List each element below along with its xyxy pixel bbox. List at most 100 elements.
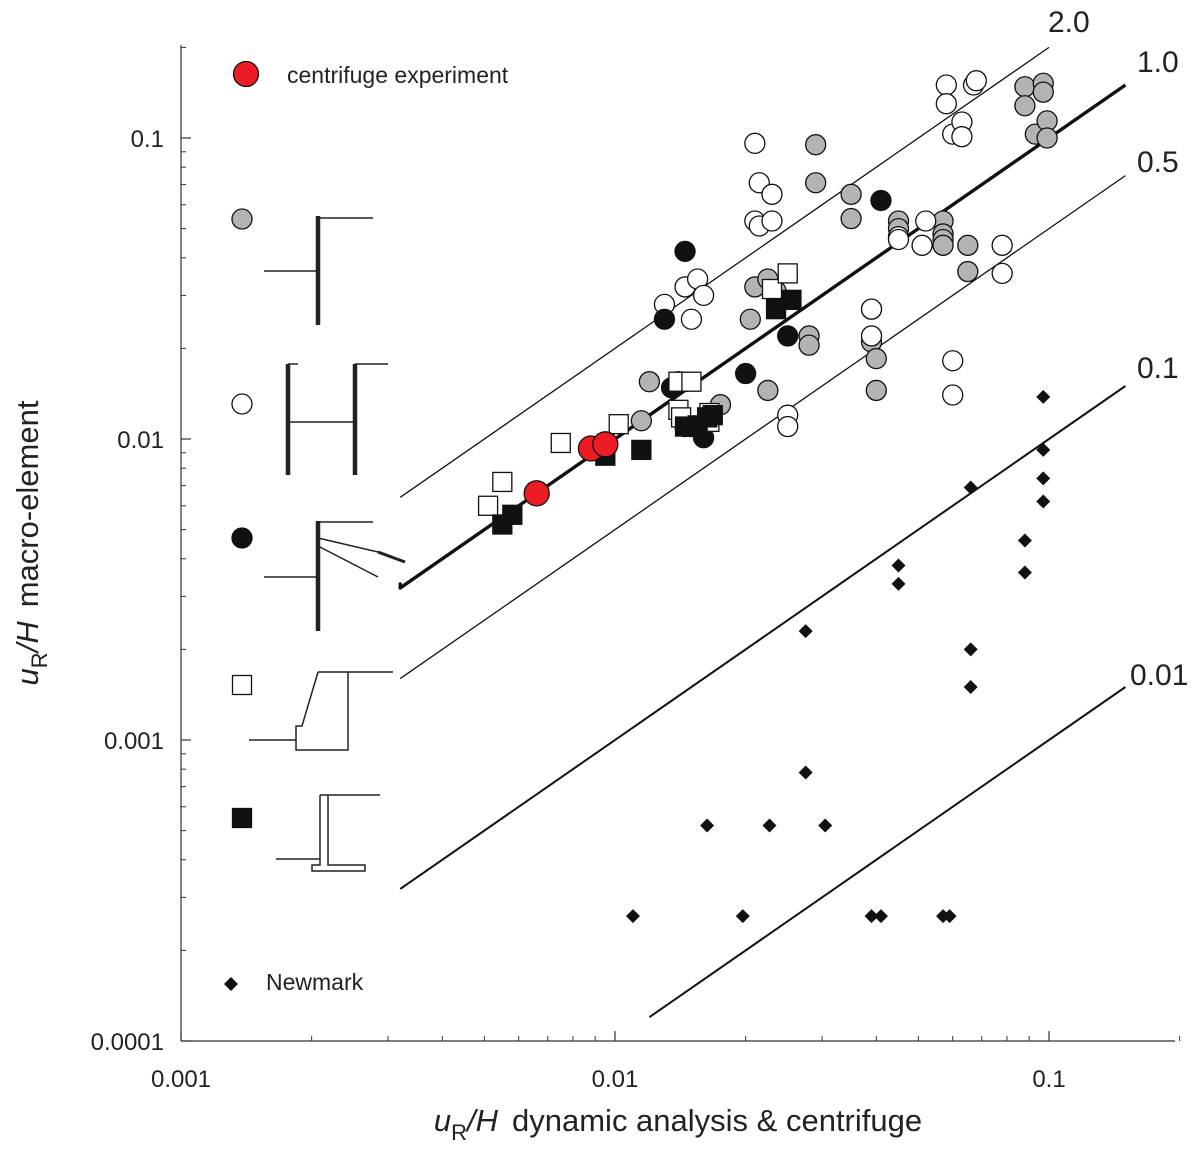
schematic-wall-5 [311, 794, 380, 872]
point-grey-circle [1014, 95, 1036, 117]
point-diamond [891, 576, 906, 591]
point-white-circle [680, 308, 703, 330]
point-grey-circle [805, 172, 827, 194]
point-black-circle [777, 325, 799, 347]
point-white-circle [887, 228, 910, 251]
point-black-square [631, 439, 652, 461]
point-grey-circle [865, 347, 887, 370]
point-diamond [1036, 494, 1051, 509]
point-diamond [1017, 565, 1032, 580]
point-white-circle [991, 262, 1013, 285]
schematic-wall-3-tie-b [317, 545, 379, 578]
point-grey-circle [840, 183, 862, 205]
x-tick-label: 0.001 [151, 1066, 211, 1093]
point-grey-circle [1036, 127, 1058, 149]
schematic-wall-3-anchor [377, 550, 406, 564]
point-white-circle [777, 415, 799, 438]
point-white-circle [965, 70, 987, 92]
point-white-square [681, 371, 702, 392]
point-grey-circle [739, 308, 761, 330]
point-white-circle [744, 132, 766, 154]
point-grey-circle [638, 371, 661, 393]
x-tick-label: 0.1 [1032, 1066, 1065, 1093]
ratio-label: 0.1 [1137, 352, 1179, 385]
point-diamond [1036, 442, 1051, 457]
point-black-square [702, 405, 723, 426]
x-axis-title-div: /H [465, 1103, 499, 1138]
point-black-circle [674, 240, 696, 263]
y-tick-label: 0.001 [104, 728, 164, 755]
point-black-circle [653, 308, 676, 330]
ratio-label: 0.5 [1137, 146, 1179, 179]
point-diamond [963, 642, 978, 657]
point-grey-circle [630, 410, 652, 432]
point-grey-circle [1032, 81, 1054, 103]
point-white-circle [692, 284, 715, 307]
wall-schematics [231, 208, 406, 872]
point-diamond [735, 909, 750, 924]
point-white-square [492, 471, 513, 493]
point-grey-circle [957, 260, 979, 283]
point-diamond [798, 765, 813, 780]
point-grey-circle [932, 234, 954, 256]
y-axis-title-var: u [10, 668, 45, 685]
point-diamond [625, 909, 640, 924]
point-white-circle [991, 234, 1013, 256]
schematic-marker-grey-circle [231, 208, 253, 230]
point-grey-circle [798, 334, 820, 356]
point-grey-circle [865, 379, 887, 402]
reference-line [399, 175, 1126, 680]
point-red-circle [523, 480, 550, 507]
legend: centrifuge experiment Newmark [224, 60, 509, 995]
point-white-circle [942, 384, 964, 406]
point-diamond [700, 818, 715, 833]
legend-label-centrifuge: centrifuge experiment [287, 62, 509, 88]
schematic-marker-black-square [231, 807, 253, 829]
legend-marker-newmark [224, 977, 238, 991]
x-axis-title-sub: R [451, 1120, 467, 1145]
ratio-label: 2.0 [1048, 6, 1090, 39]
schematic-marker-white-circle [231, 393, 253, 415]
point-white-circle [860, 298, 883, 320]
point-grey-circle [840, 207, 862, 230]
point-white-square [477, 495, 499, 516]
x-axis-title-var: u [434, 1103, 451, 1138]
point-white-circle [942, 350, 964, 372]
point-diamond [1036, 389, 1051, 404]
y-axis-title-sub: R [27, 652, 52, 668]
reference-lines: 2.0 1.0 0.5 0.1 0.01 [398, 6, 1188, 1018]
point-diamond [1017, 533, 1032, 548]
point-grey-circle [805, 134, 827, 156]
y-axis-title-div: /H [10, 621, 45, 655]
y-tick-label: 0.1 [131, 126, 164, 153]
point-white-square [608, 414, 629, 435]
ratio-label: 1.0 [1137, 46, 1179, 79]
point-black-square [781, 289, 802, 310]
ratio-label: 0.01 [1130, 659, 1188, 692]
point-grey-circle [1014, 76, 1036, 98]
point-diamond [818, 818, 833, 833]
point-white-circle [951, 126, 973, 148]
reference-line [399, 385, 1126, 890]
y-tick-label: 0.0001 [91, 1029, 164, 1056]
point-white-circle [761, 210, 783, 232]
point-grey-circle [957, 234, 979, 256]
schematic-wall-3-tie-a [317, 537, 379, 553]
point-white-circle [761, 183, 783, 205]
point-black-circle [734, 362, 757, 385]
point-white-square [777, 263, 798, 284]
point-diamond [864, 909, 879, 924]
point-diamond [798, 624, 813, 639]
reference-line [399, 83, 1127, 590]
schematic-wall-4 [295, 671, 393, 751]
reference-line [399, 46, 1050, 498]
axes: 0.001 0.01 0.1 0.0001 0.001 0.01 0.1 [91, 45, 1181, 1093]
schematic-marker-white-square [231, 674, 253, 696]
schematic-marker-black-circle [231, 527, 253, 549]
point-red-circle [592, 431, 619, 458]
y-axis-title: uR/H macro-element [10, 400, 52, 685]
point-diamond [891, 558, 906, 573]
reference-line [648, 686, 1126, 1018]
point-black-circle [870, 189, 892, 212]
